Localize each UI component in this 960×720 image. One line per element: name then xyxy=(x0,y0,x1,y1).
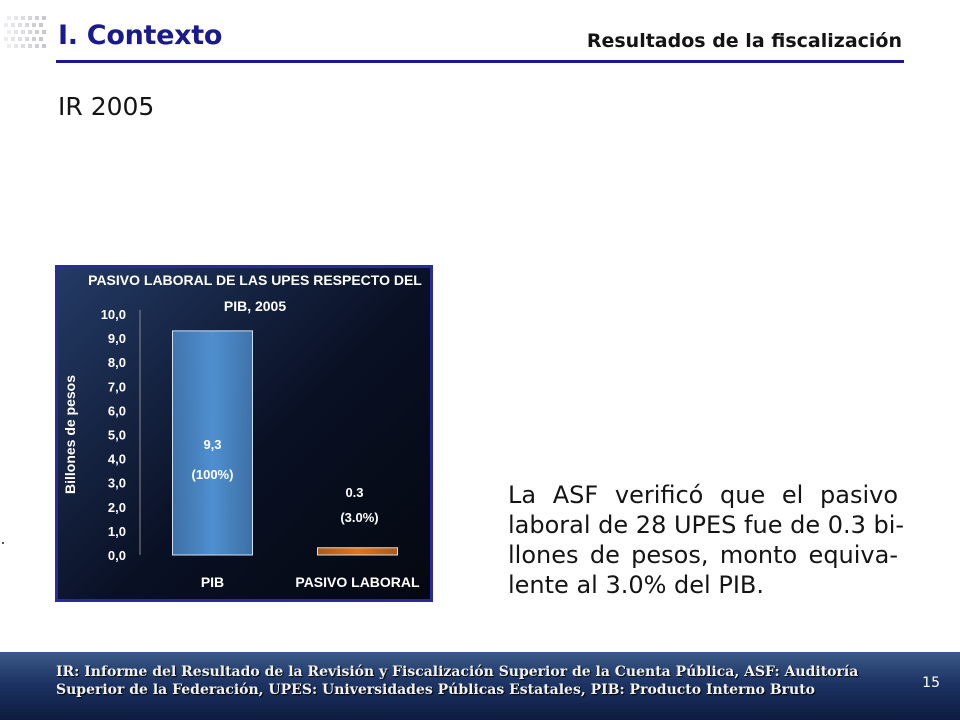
decorative-dot-grid xyxy=(4,16,48,52)
decorative-dot xyxy=(14,30,18,34)
y-tick-label: 10,0 xyxy=(101,307,126,322)
y-tick-label: 4,0 xyxy=(108,452,126,467)
decorative-dot xyxy=(21,44,25,48)
body-line: lente al 3.0% del PIB. xyxy=(508,571,764,599)
decorative-dot xyxy=(4,23,8,27)
decorative-dot xyxy=(42,44,46,48)
bar-pasivo-laboral xyxy=(317,547,398,556)
y-tick-label: 3,0 xyxy=(108,476,126,491)
body-line: laboral de 28 UPES fue de 0.3 bi- xyxy=(508,511,905,539)
page-subtitle: IR 2005 xyxy=(58,92,155,121)
decorative-dot xyxy=(21,30,25,34)
decorative-dot xyxy=(14,16,18,20)
decorative-dot xyxy=(11,23,15,27)
body-paragraph: La ASF verificó que el pasivo laboral de… xyxy=(508,480,905,600)
chart-panel: PASIVO LABORAL DE LAS UPES RESPECTO DEL P… xyxy=(55,265,433,602)
bar-chart: PASIVO LABORAL DE LAS UPES RESPECTO DEL P… xyxy=(62,272,422,590)
footer-line: Superior de la Federación, UPES: Univers… xyxy=(56,682,816,698)
decorative-dot xyxy=(11,37,15,41)
data-label-percent: (100%) xyxy=(192,467,234,482)
decorative-dot xyxy=(35,44,39,48)
decorative-dot xyxy=(28,30,32,34)
decorative-dot xyxy=(35,16,39,20)
stray-mark xyxy=(2,542,4,544)
bar-pib xyxy=(172,330,253,556)
decorative-dot xyxy=(21,16,25,20)
decorative-dot xyxy=(39,23,43,27)
data-label-value: 0.3 xyxy=(345,485,363,500)
decorative-dot xyxy=(25,37,29,41)
body-line: La ASF verificó que el pasivo xyxy=(508,481,898,509)
decorative-dot xyxy=(7,16,11,20)
footer-band xyxy=(0,652,960,720)
decorative-dot xyxy=(42,16,46,20)
y-tick-label: 0,0 xyxy=(108,548,126,563)
chart-title: PIB, 2005 xyxy=(224,298,286,314)
y-tick-label: 6,0 xyxy=(108,403,126,418)
decorative-dot xyxy=(35,30,39,34)
section-title: Resultados de la fiscalización xyxy=(586,30,902,52)
decorative-dot xyxy=(25,23,29,27)
x-tick-label: PIB xyxy=(201,574,224,590)
decorative-dot xyxy=(4,37,8,41)
page-title: I. Contexto xyxy=(58,20,223,51)
decorative-dot xyxy=(18,23,22,27)
x-tick-label: PASIVO LABORAL xyxy=(295,574,420,590)
body-line: llones de pesos, monto equiva- xyxy=(508,541,898,569)
y-tick-label: 9,0 xyxy=(108,331,126,346)
decorative-dot xyxy=(28,16,32,20)
decorative-dot xyxy=(39,37,43,41)
y-tick-label: 2,0 xyxy=(108,500,126,515)
y-tick-label: 5,0 xyxy=(108,428,126,443)
chart-title: PASIVO LABORAL DE LAS UPES RESPECTO DEL xyxy=(88,272,422,288)
header-rule xyxy=(56,60,904,63)
decorative-dot xyxy=(18,37,22,41)
y-tick-label: 7,0 xyxy=(108,379,126,394)
decorative-dot xyxy=(32,37,36,41)
data-label-value: 9,3 xyxy=(203,437,221,452)
data-label-percent: (3.0%) xyxy=(340,510,378,525)
decorative-dot xyxy=(14,44,18,48)
footer-glossary: IR: Informe del Resultado de la Revisión… xyxy=(56,663,902,699)
page-number: 15 xyxy=(922,675,940,691)
y-axis-label: Billones de pesos xyxy=(62,375,78,494)
decorative-dot xyxy=(7,44,11,48)
y-tick-label: 8,0 xyxy=(108,355,126,370)
decorative-dot xyxy=(32,23,36,27)
decorative-dot xyxy=(28,44,32,48)
footer-line: IR: Informe del Resultado de la Revisión… xyxy=(56,664,859,680)
decorative-dot xyxy=(7,30,11,34)
y-tick-label: 1,0 xyxy=(108,524,126,539)
decorative-dot xyxy=(42,30,46,34)
